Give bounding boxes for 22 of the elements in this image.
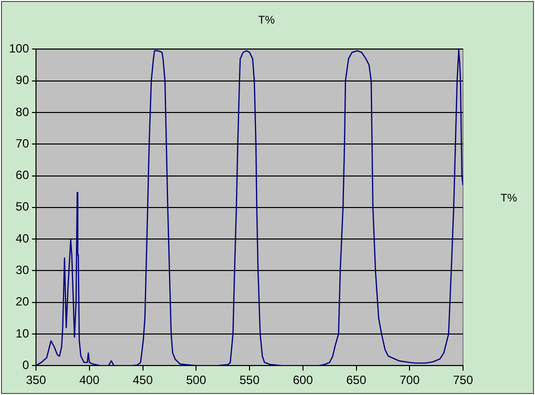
x-tick-label: 600 <box>292 373 314 388</box>
y-tick-label: 50 <box>16 200 30 214</box>
y-tick-label: 10 <box>16 326 30 340</box>
x-tick-label: 700 <box>400 373 420 388</box>
x-tick-label: 650 <box>346 373 367 388</box>
y-tick-label: 70 <box>16 136 30 150</box>
text: T% <box>500 192 518 205</box>
x-tick-label: 550 <box>239 373 260 388</box>
y-tick-label: 90 <box>16 73 30 88</box>
x-tick-label: 500 <box>186 373 206 388</box>
x-tick-label: 400 <box>79 373 100 388</box>
y-tick-label: 80 <box>16 104 30 119</box>
y-tick-label: 30 <box>16 262 30 277</box>
x-tick-label: 450 <box>132 373 154 388</box>
x-tick-label: 750 <box>452 373 474 388</box>
y-tick-label: 100 <box>8 42 30 56</box>
y-tick-label: 40 <box>16 231 30 246</box>
y-tick-label: 0 <box>22 358 30 372</box>
x-tick-label: 350 <box>26 373 46 388</box>
y-tick-label: 20 <box>16 294 30 309</box>
y-tick-label: 60 <box>16 168 30 182</box>
chart-title: T% <box>258 14 275 27</box>
